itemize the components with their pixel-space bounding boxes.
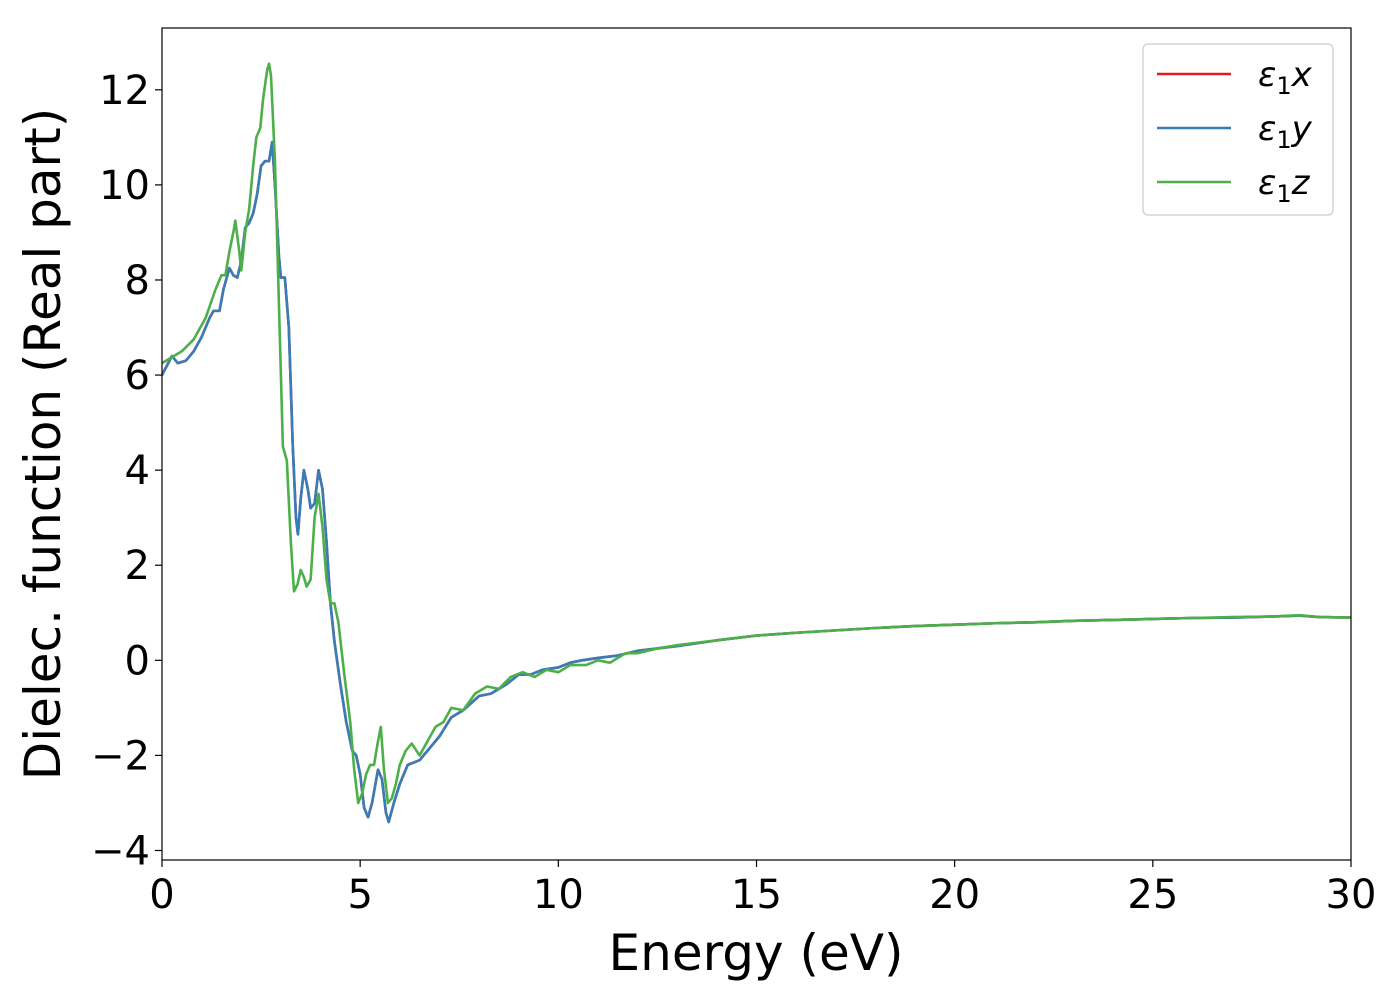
legend-label-x: ε1x — [1258, 55, 1313, 100]
y-tick-label: 10 — [99, 163, 150, 209]
x-tick-label: 20 — [929, 872, 980, 918]
y-tick-label: 0 — [125, 638, 150, 684]
y-tick-label: 8 — [125, 258, 150, 304]
legend-label-y: ε1y — [1258, 109, 1313, 154]
y-tick-label: −4 — [91, 828, 150, 874]
legend: ε1x ε1y ε1z — [1142, 43, 1334, 216]
x-axis-ticks: 0 5 10 15 20 25 30 — [149, 860, 1376, 918]
y-tick-label: 6 — [125, 353, 150, 399]
y-tick-label: 2 — [125, 543, 150, 589]
x-axis-title: Energy (eV) — [609, 924, 904, 982]
x-tick-label: 5 — [347, 872, 372, 918]
x-tick-label: 25 — [1127, 872, 1178, 918]
x-tick-label: 0 — [149, 872, 174, 918]
legend-frame — [1142, 43, 1334, 216]
series-layer — [162, 62, 1351, 824]
y-tick-label: −2 — [91, 733, 150, 779]
series-line-y — [162, 140, 1351, 824]
y-tick-label: 4 — [125, 448, 150, 494]
legend-label-z: ε1z — [1258, 163, 1311, 208]
y-axis-ticks: −4 −2 0 2 4 6 8 10 12 — [91, 68, 162, 874]
y-tick-label: 12 — [99, 68, 150, 114]
y-axis-title: Dielec. function (Real part) — [14, 108, 72, 780]
x-tick-label: 30 — [1326, 872, 1377, 918]
x-tick-label: 15 — [731, 872, 782, 918]
series-line-z — [162, 62, 1351, 805]
series-line-x — [162, 140, 1351, 824]
x-tick-label: 10 — [533, 872, 584, 918]
